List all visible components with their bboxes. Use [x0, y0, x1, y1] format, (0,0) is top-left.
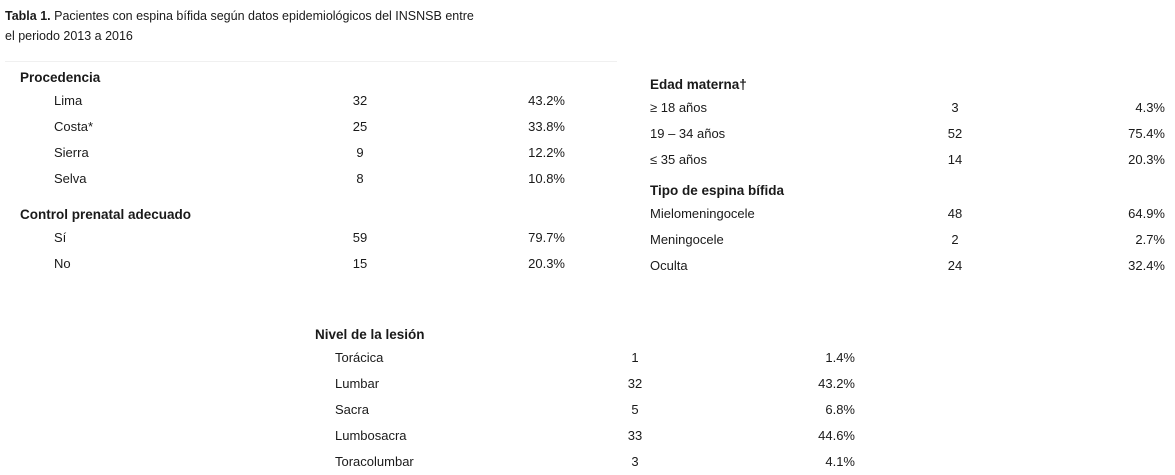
section-title: Tipo de espina bífida: [650, 183, 785, 198]
table-row: Torácica 1 1.4%: [315, 345, 860, 371]
table-row: Sí 59 79.7%: [20, 225, 565, 251]
row-percentage: 2.7%: [1135, 232, 1165, 247]
row-percentage: 33.8%: [528, 119, 565, 134]
row-percentage: 64.9%: [1128, 206, 1165, 221]
row-percentage: 44.6%: [818, 428, 855, 443]
row-count: 9: [356, 145, 364, 160]
row-count: 32: [352, 93, 368, 108]
row-percentage: 20.3%: [528, 256, 565, 271]
row-percentage: 4.1%: [825, 454, 855, 469]
row-label: No: [54, 256, 71, 271]
table-row: Sacra 5 6.8%: [315, 397, 860, 423]
row-label: Sacra: [335, 402, 369, 417]
row-label: Lumbar: [335, 376, 380, 391]
section-title: Procedencia: [20, 70, 101, 85]
row-count: 3: [631, 454, 639, 469]
section-title: Edad materna†: [650, 77, 747, 92]
section-nivel-lesion: Nivel de la lesión Torácica 1 1.4% Lumbar 32 4…: [315, 325, 860, 475]
row-label: ≤ 35 años: [650, 152, 708, 167]
section-tipo-espina-bifida: Tipo de espina bífida Mielomeningocele 48 6…: [650, 181, 1165, 279]
table-row: ≥ 18 años 3 4.3%: [650, 95, 1165, 121]
row-label: ≥ 18 años: [650, 100, 708, 115]
table-row: Toracolumbar 3 4.1%: [315, 449, 860, 475]
row-label: Torácica: [335, 350, 384, 365]
section-title: Control prenatal adecuado: [20, 207, 192, 222]
row-label: Costa*: [54, 119, 94, 134]
row-count: 59: [352, 230, 368, 245]
row-label: Toracolumbar: [335, 454, 414, 469]
row-percentage: 12.2%: [528, 145, 565, 160]
row-count: 24: [947, 258, 963, 273]
table-row: Meningocele 2 2.7%: [650, 227, 1165, 253]
row-label: Oculta: [650, 258, 688, 273]
row-count: 25: [352, 119, 368, 134]
section-control-prenatal: Control prenatal adecuado Sí 59 79.7% No 15 20…: [20, 205, 565, 277]
row-percentage: 43.2%: [818, 376, 855, 391]
table-row: Lumbar 32 43.2%: [315, 371, 860, 397]
caption-label: Tabla 1.: [5, 9, 51, 23]
row-label: Selva: [54, 171, 87, 186]
section-title: Nivel de la lesión: [315, 327, 425, 342]
table-row: ≤ 35 años 14 20.3%: [650, 147, 1165, 173]
row-label: Meningocele: [650, 232, 724, 247]
row-count: 3: [951, 100, 959, 115]
row-count: 33: [627, 428, 643, 443]
table-row: Selva 8 10.8%: [20, 166, 565, 192]
row-count: 15: [352, 256, 368, 271]
table-row: No 15 20.3%: [20, 251, 565, 277]
table-row: Mielomeningocele 48 64.9%: [650, 201, 1165, 227]
table-row: 19 – 34 años 52 75.4%: [650, 121, 1165, 147]
row-label: Lima: [54, 93, 83, 108]
row-count: 2: [951, 232, 959, 247]
row-count: 32: [627, 376, 643, 391]
row-count: 48: [947, 206, 963, 221]
section-procedencia: Procedencia Lima 32 43.2% Costa* 25 33.8% Sierr…: [20, 68, 565, 192]
row-percentage: 6.8%: [825, 402, 855, 417]
row-count: 1: [631, 350, 639, 365]
table-row: Oculta 24 32.4%: [650, 253, 1165, 279]
table-row: Sierra 9 12.2%: [20, 140, 565, 166]
row-percentage: 20.3%: [1128, 152, 1165, 167]
table-row: Costa* 25 33.8%: [20, 114, 565, 140]
row-count: 8: [356, 171, 364, 186]
row-label: Sí: [54, 230, 67, 245]
row-label: Mielomeningocele: [650, 206, 755, 221]
row-label: Sierra: [54, 145, 89, 160]
row-percentage: 79.7%: [528, 230, 565, 245]
row-percentage: 32.4%: [1128, 258, 1165, 273]
caption-divider: [5, 61, 617, 62]
row-percentage: 1.4%: [825, 350, 855, 365]
caption-text: Pacientes con espina bífida según datos …: [54, 9, 474, 23]
row-percentage: 43.2%: [528, 93, 565, 108]
table-row: Lumbosacra 33 44.6%: [315, 423, 860, 449]
row-count: 52: [947, 126, 963, 141]
row-percentage: 4.3%: [1135, 100, 1165, 115]
row-label: 19 – 34 años: [650, 126, 726, 141]
row-percentage: 75.4%: [1128, 126, 1165, 141]
row-label: Lumbosacra: [335, 428, 407, 443]
table-row: Lima 32 43.2%: [20, 88, 565, 114]
table-caption: Tabla 1. Pacientes con espina bífida seg…: [5, 6, 605, 46]
row-count: 5: [631, 402, 639, 417]
row-percentage: 10.8%: [528, 171, 565, 186]
row-count: 14: [947, 152, 963, 167]
section-edad-materna: Edad materna† ≥ 18 años 3 4.3% 19 – 34 años 5…: [650, 75, 1165, 173]
caption-text-line2: el periodo 2013 a 2016: [5, 29, 133, 43]
